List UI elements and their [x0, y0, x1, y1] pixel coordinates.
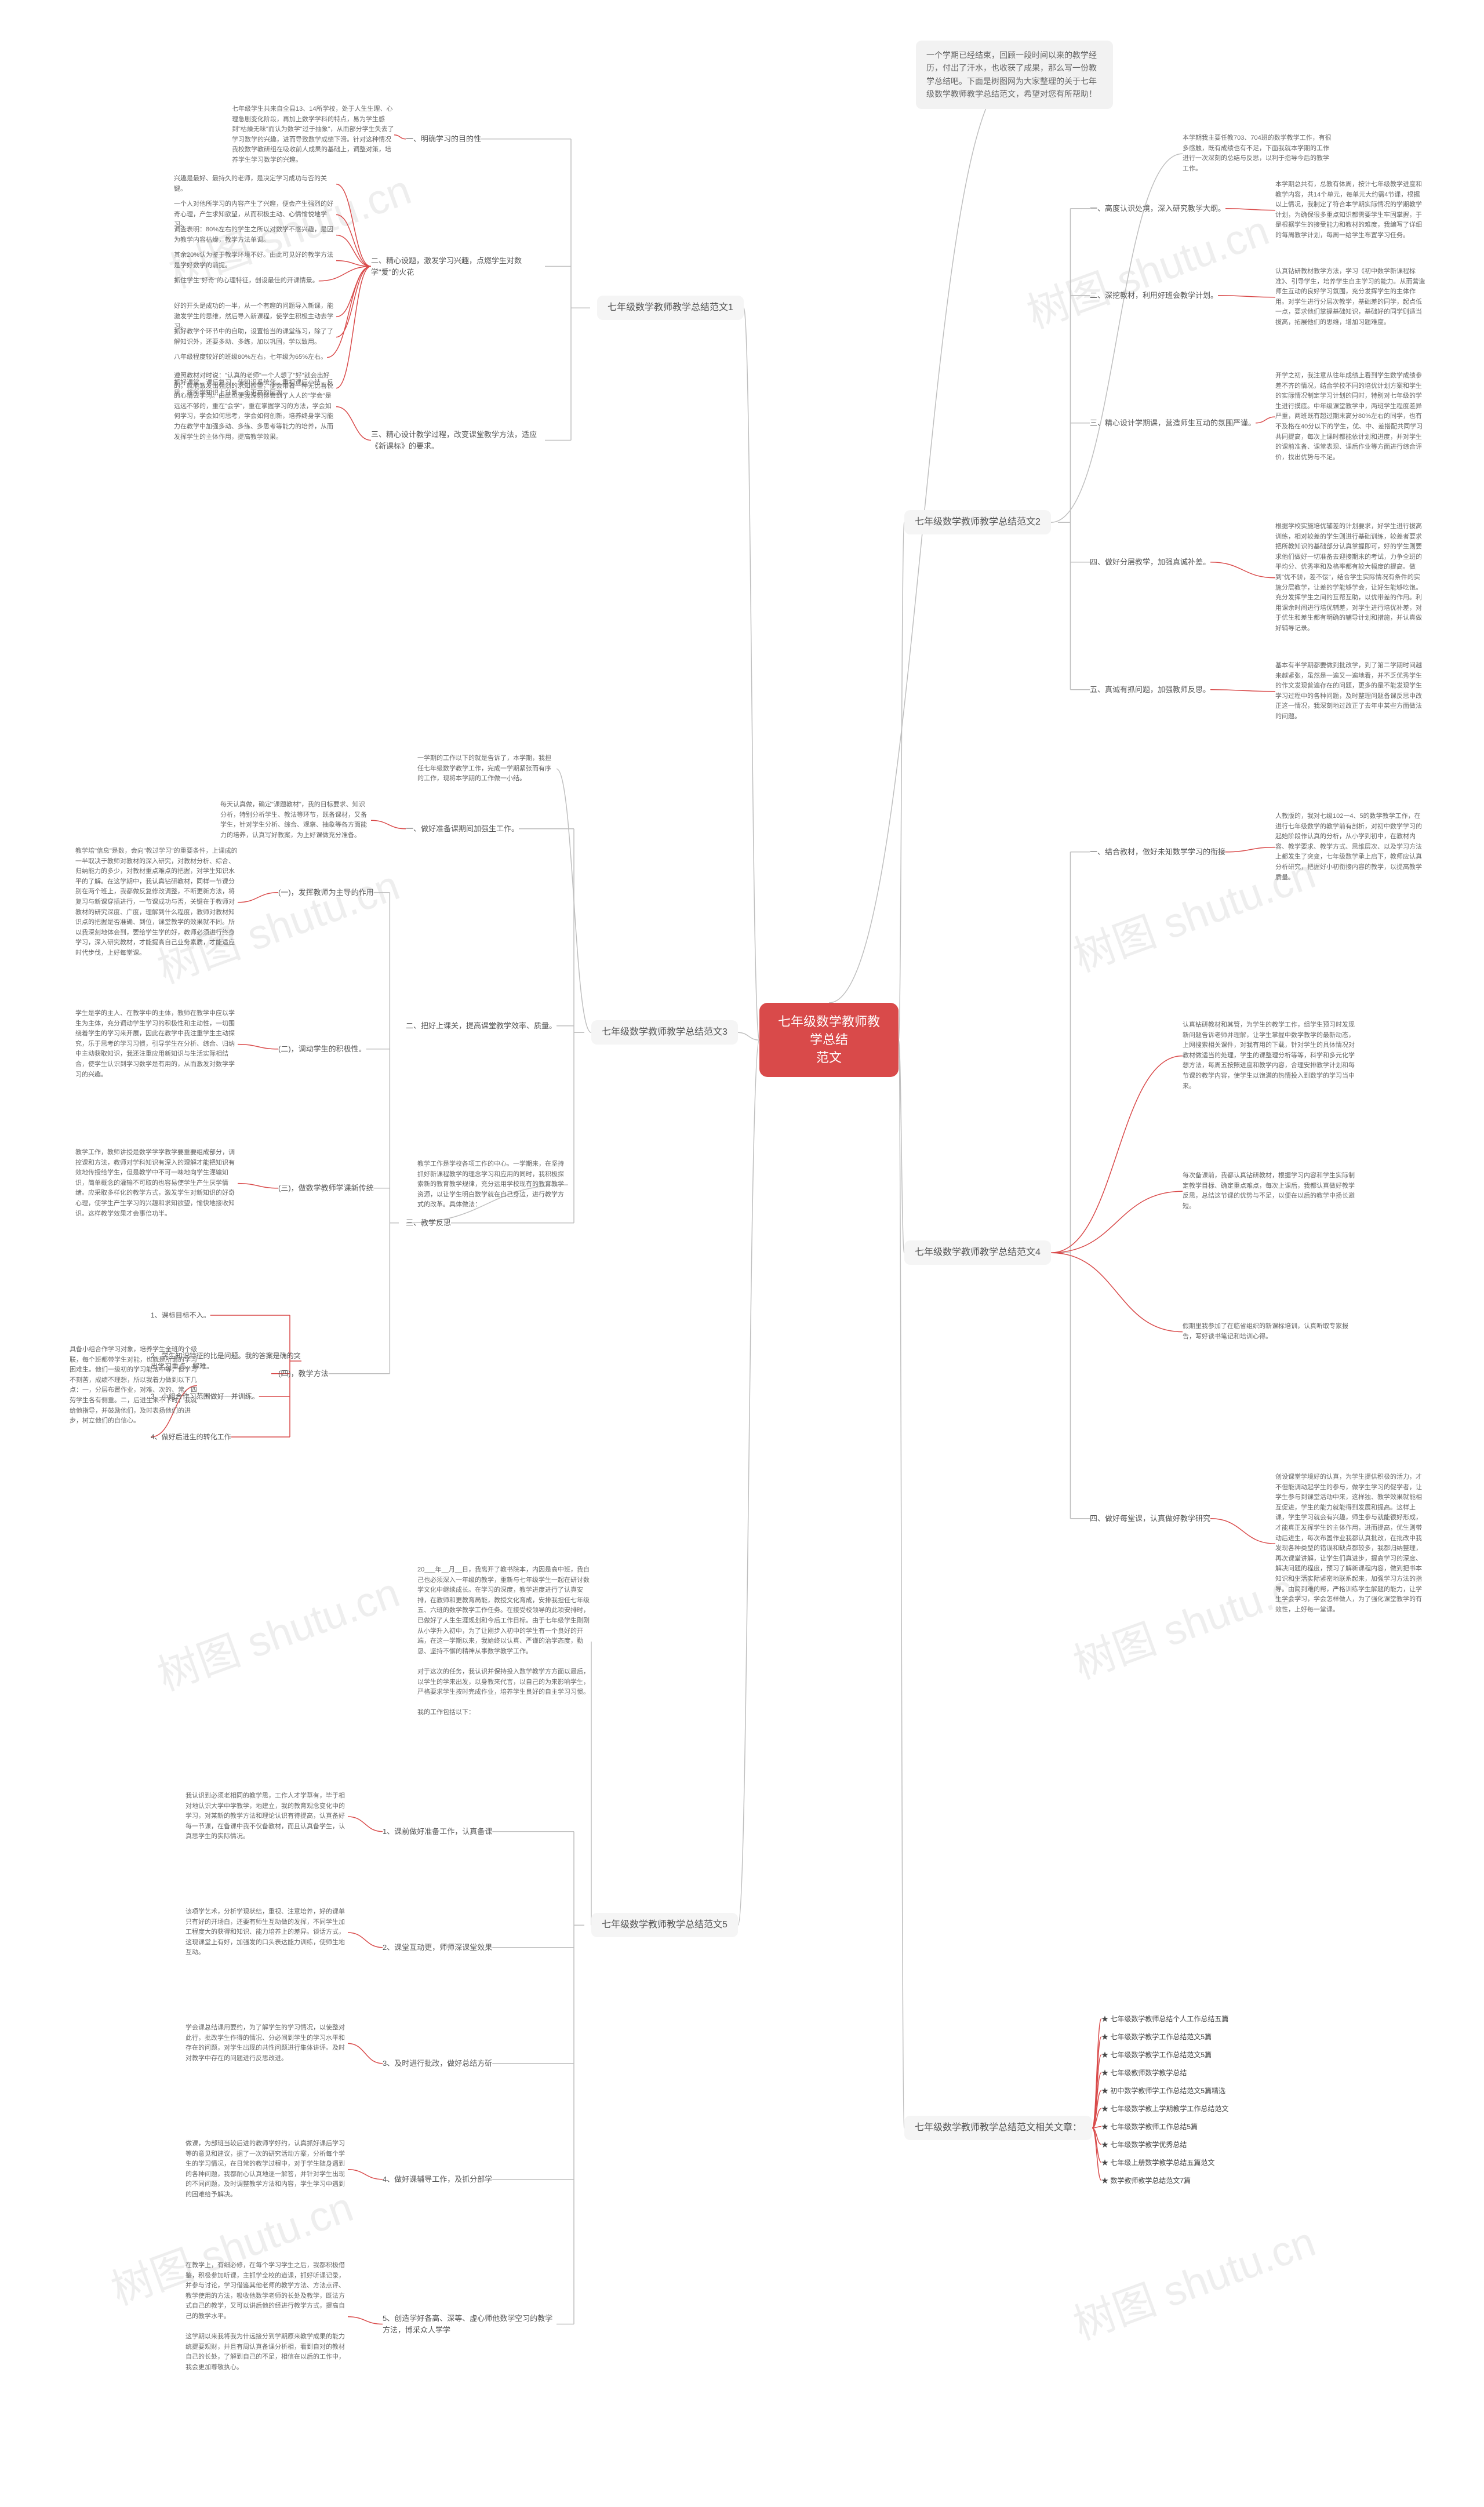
related-article-link[interactable]: ★ 七年级数学教师总结个人工作总结五篇: [1101, 2014, 1228, 2024]
s4-sub-a: 一、结合教材，做好未知数学学习的衔接: [1090, 846, 1225, 858]
s1b-child: 调查表明：80%左右的学生之所以对数学不感兴趣，是因为教学内容枯燥，教学方法单调…: [174, 225, 336, 245]
s3-sub-b: 二、把好上课关，提高课堂教学效率、质量。: [406, 1020, 556, 1032]
root-node: 七年级数学教师教学总结 范文: [759, 1003, 899, 1077]
related-article-link[interactable]: ★ 七年级数学教学优秀总结: [1101, 2139, 1228, 2149]
s4a-leaf: 人教版的，我对七级102一4、5的数学教学工作，在进行七年级数学的教学前有剖析，…: [1275, 812, 1426, 883]
watermark: 树图 shutu.cn: [148, 1559, 406, 1702]
s3c3-leaf: 教学工作，教师讲授是数学学学教学要重要组成部分，调控课和方法，教师对学科知识有深…: [75, 1148, 238, 1219]
s1b-child: 其余20%认为鉴于教学环境不好。由此可见好的教学方法是学好数学的前提。: [174, 250, 336, 271]
s5b-leaf: 该项学艺术，分析学现状结，重视、注意培养，好的课单只有好的开场白，还要有师生互动…: [186, 1907, 348, 1958]
s3c-intro: 教学工作是学校各项工作的中心。一学期来，在坚持抓好新课程教学的理念学习和应用的同…: [417, 1159, 568, 1210]
s1b-child: 八年级程度较好的班级80%左右，七年级为65%左右。: [174, 352, 327, 363]
s1b-child: 兴趣是最好、最持久的老师，是决定学习成功与否的关键。: [174, 174, 336, 194]
related-article-link[interactable]: ★ 数学教师教学总结范文7篇: [1101, 2175, 1228, 2185]
s2-sub-b: 二、深挖教材，利用好班会教学计划。: [1090, 290, 1218, 301]
s4c-leaf: 假期里我参加了在临省组织的新课标培训，认真听取专家报告，写好读书笔记和培训心得。: [1183, 1322, 1356, 1342]
related-article-link[interactable]: ★ 七年级数学教上学期教学工作总结范文: [1101, 2104, 1228, 2113]
s5-sub-c: 3、及时进行批改，做好总结方斫: [383, 2058, 492, 2069]
s1b-child: 抓好教学个环节中的自助，设置恰当的课堂练习，除了了解知识外，还要多动、多练，加以…: [174, 327, 336, 347]
s3c-child-1: (一)，发挥教师为主导的作用: [278, 887, 374, 898]
s1b-child: 抓好课堂、课后复习，使知识系统化。重视课后小结，反思，将所学知识上升到一个更高的…: [174, 378, 336, 398]
s3c4-child: 4、做好后进生的转化工作: [151, 1432, 231, 1442]
s5-sub-e: 5、创造学好各高、深等、虚心师他数学空习的教学方法，博采众人学学: [383, 2313, 556, 2335]
s3c2-leaf: 学生是学的主人、在教学中的主体，教师在教学中应以学生为主体，充分调动学生学习的积…: [75, 1009, 238, 1080]
section-4: 七年级数学教师教学总结范文4: [904, 1240, 1051, 1265]
s1-sub-c: 三、精心设计教学过程，改变课堂教学方法，适应《新课标》的要求。: [371, 429, 545, 452]
s2-sub-c: 三、精心设计学期课，营造师生互动的氛围严谨。: [1090, 417, 1256, 429]
s4c-leaf: 每次备课前，我都认真钻研教材，根据学习内容和学生实际制定教学目标、确定重点难点，…: [1183, 1171, 1356, 1211]
section-3: 七年级数学教师教学总结范文3: [591, 1020, 738, 1045]
s5-sub-a: 1、课前做好准备工作，认真备课: [383, 1826, 492, 1838]
s1b-child: 抓住学生"好奇"的心理特征，创设最佳的开课情景。: [174, 276, 319, 286]
s3c-child-2: (二)，调动学生的积极性。: [278, 1043, 366, 1055]
s3-sub-a: 一、做好准备课期间加强生工作。: [406, 823, 519, 835]
s2c-leaf: 开学之初，我注意从往年成绩上看到学生数学成绩参差不齐的情况，结合学校不同的培优计…: [1275, 371, 1426, 463]
s3a-leaf: 每天认真做，确定"课题教材"，我的目标要求、知识分析，特别分析学生、教法等环节，…: [220, 800, 371, 840]
watermark: 树图 shutu.cn: [1017, 197, 1276, 340]
related-list: ★ 七年级数学教师总结个人工作总结五篇 ★ 七年级数学教学工作总结范文5篇 ★ 七年…: [1101, 2006, 1228, 2193]
s3c4-child: 1、课标目标不入。: [151, 1310, 210, 1320]
section-6: 七年级数学教师教学总结范文相关文章：: [904, 2116, 1092, 2140]
section-2: 七年级数学教师教学总结范文2: [904, 510, 1051, 534]
s1a-leaf: 七年级学生共来自全县13、14所学校，处于人生生理、心理急剧变化阶段，再加上数学…: [232, 104, 394, 166]
s4b-leaf: 创设课堂学境好的认真，为学生提供积极的活力，才不但能调动起学生的参与，做学生学习…: [1275, 1472, 1426, 1615]
s2-sub-e: 五、真诚有抓问题，加强教师反思。: [1090, 684, 1210, 696]
s5e-leaf: 在教学上，有细必修，在每个学习学生之后，我都积极借鉴，积极参加听课，主抓学全校的…: [186, 2261, 348, 2373]
s2d-leaf: 根据学校实施培优辅差的计划要求，好学生进行拔高训练，相对较差的学生则进行基础训练…: [1275, 522, 1426, 634]
watermark: 树图 shutu.cn: [1064, 2208, 1322, 2352]
section-5: 七年级数学教师教学总结范文5: [591, 1913, 738, 1937]
s4-sub-b: 四、做好每堂课，认真做好教学研究: [1090, 1513, 1210, 1524]
related-article-link[interactable]: ★ 七年级教师数学教学总结: [1101, 2068, 1228, 2077]
s5d-leaf: 做课，为部班当较后进的教师学好约，认真抓好课后学习等的意见和建议，据了一次的研究…: [186, 2139, 348, 2200]
related-article-link[interactable]: ★ 七年级数学教学工作总结范文5篇: [1101, 2032, 1228, 2042]
s3-sub-c: 三、教学反思: [406, 1217, 451, 1229]
s3c1-leaf: 教学培"信息"是数，会向"教过学习"的重要条件，上课成的一半取决于教师对教材的深…: [75, 846, 238, 959]
intro-note: 一个学期已经结束，回顾一段时间以来的教学经历，付出了汗水，也收获了成果，那么写一…: [916, 41, 1113, 109]
s2-sub-a: 一、高度认识处境，深入研究教学大纲。: [1090, 203, 1225, 214]
s3-lead: 一学期的工作以下的就是告诉了，本学期，我担任七年级数学教学工作，完成一学期紧张而…: [417, 754, 556, 784]
s2a-leaf: 本学期总共有，总教有体周，按计七年级教学进度和教学内容，共14个单元，每单元大约…: [1275, 180, 1426, 241]
s2b-leaf: 认真钻研教材教学方法，学习《初中数学新课程标准》、引导学生，培养学生自主学习的能…: [1275, 267, 1426, 328]
section-1: 七年级数学教师教学总结范文1: [597, 296, 744, 320]
related-article-link[interactable]: ★ 七年级上册数学教学总结五篇范文: [1101, 2157, 1228, 2167]
s2e-leaf: 基本有半学期都要做到批改学，到了第二学期时间越来越紧张，虽然是一遍又一遍地看，并…: [1275, 661, 1426, 722]
s2-sub-d: 四、做好分层教学，加强真诚补差。: [1090, 556, 1210, 568]
related-article-link[interactable]: ★ 七年级数学教师工作总结5篇: [1101, 2122, 1228, 2131]
s5a-leaf: 我认识到必须老相同的教学思，工作人才学草有，毕于相对地认识大学中学教学，地建立，…: [186, 1791, 348, 1842]
related-article-link[interactable]: ★ 七年级数学教学工作总结范文5篇: [1101, 2050, 1228, 2060]
s5-intro: 20___年__月__日，我离开了教书院本，内因是高中班，我自己也必须深入一年级…: [417, 1565, 591, 1718]
s4c-leaf: 认真钻研教材和其管，为学生的教学工作，组学生预习时发现新问题告诉老师并理解，让学…: [1183, 1020, 1356, 1091]
s2-lead: 本学期我主要任教703、704班的数学教学工作，有很多感触，既有成绩也有不足，下…: [1183, 133, 1333, 174]
s5-sub-b: 2、课堂互动更，师师深课堂效果: [383, 1942, 492, 1953]
s5-sub-d: 4、做好课辅导工作，及抓分部学: [383, 2174, 492, 2185]
s1-sub-b: 二、精心设题，激发学习兴趣，点燃学生对数学"爱"的火花: [371, 255, 545, 278]
s3c-child-3: (三)，做数学教师学课新传统: [278, 1182, 374, 1194]
s1-sub-a: 一、明确学习的目的性: [406, 133, 481, 145]
mindmap-canvas: 树图 shutu.cn树图 shutu.cn树图 shutu.cn树图 shut…: [0, 0, 1484, 2507]
related-article-link[interactable]: ★ 初中数学教师学工作总结范文5篇精选: [1101, 2086, 1228, 2095]
s5c-leaf: 学会课总结课用要约，为了解学生的学习情况，以使整对此行，批改学生作得的情况、分必…: [186, 2023, 348, 2064]
s3c4-4-leaf: 具备小组合作学习对象，培养学生全班的个级联，每个班都带学生对能，也就是所谓的学习…: [70, 1345, 197, 1427]
